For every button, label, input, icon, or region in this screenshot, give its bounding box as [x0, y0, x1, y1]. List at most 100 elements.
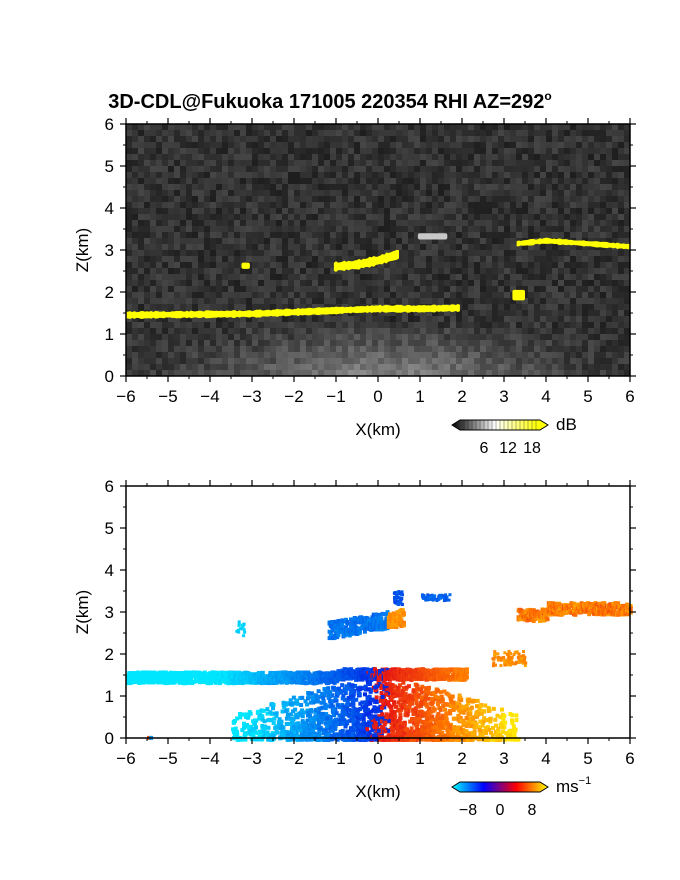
noise-cell — [180, 202, 186, 208]
noise-cell — [312, 298, 318, 304]
noise-cell — [510, 334, 516, 340]
noise-cell — [528, 262, 534, 268]
noise-cell — [414, 310, 420, 316]
noise-cell — [234, 166, 240, 172]
noise-cell — [426, 238, 432, 244]
noise-cell — [150, 364, 156, 370]
noise-cell — [228, 184, 234, 190]
noise-cell — [408, 250, 414, 256]
noise-cell — [540, 196, 546, 202]
noise-cell — [132, 208, 138, 214]
noise-cell — [336, 214, 342, 220]
noise-cell — [234, 196, 240, 202]
noise-cell — [576, 334, 582, 340]
noise-cell — [456, 208, 462, 214]
noise-cell — [546, 298, 552, 304]
velocity-pixel — [265, 711, 270, 716]
noise-cell — [282, 304, 288, 310]
noise-cell — [426, 220, 432, 226]
velocity-pixel — [298, 723, 303, 728]
noise-cell — [336, 256, 342, 262]
noise-cell — [450, 286, 456, 292]
noise-cell — [156, 286, 162, 292]
noise-cell — [444, 196, 450, 202]
noise-cell — [288, 226, 294, 232]
noise-cell — [516, 280, 522, 286]
noise-cell — [372, 130, 378, 136]
noise-cell — [552, 334, 558, 340]
noise-cell — [480, 370, 486, 376]
noise-cell — [276, 328, 282, 334]
velocity-pixel — [352, 714, 357, 719]
noise-cell — [582, 322, 588, 328]
noise-cell — [420, 286, 426, 292]
noise-cell — [138, 346, 144, 352]
noise-cell — [360, 328, 366, 334]
noise-cell — [486, 172, 492, 178]
noise-cell — [534, 322, 540, 328]
noise-cell — [132, 148, 138, 154]
noise-cell — [150, 262, 156, 268]
noise-cell — [390, 214, 396, 220]
velocity-pixel — [356, 727, 361, 732]
noise-cell — [594, 256, 600, 262]
noise-cell — [408, 172, 414, 178]
noise-cell — [594, 310, 600, 316]
velocity-pixel — [284, 716, 289, 721]
noise-cell — [318, 172, 324, 178]
x-tick-label: 3 — [499, 387, 508, 406]
noise-cell — [492, 184, 498, 190]
noise-cell — [432, 250, 438, 256]
velocity-pixel — [373, 732, 378, 737]
noise-cell — [552, 280, 558, 286]
noise-cell — [354, 346, 360, 352]
noise-cell — [510, 256, 516, 262]
noise-cell — [480, 244, 486, 250]
noise-cell — [318, 262, 324, 268]
noise-cell — [456, 310, 462, 316]
x-tick-label: −5 — [158, 387, 177, 406]
noise-cell — [204, 166, 210, 172]
velocity-pixel — [490, 725, 495, 730]
noise-cell — [198, 322, 204, 328]
noise-cell — [432, 184, 438, 190]
noise-cell — [372, 148, 378, 154]
velocity-pixel — [300, 695, 305, 700]
noise-cell — [618, 238, 624, 244]
noise-cell — [348, 334, 354, 340]
noise-cell — [288, 370, 294, 376]
noise-cell — [444, 124, 450, 130]
velocity-pixel — [348, 718, 353, 723]
noise-cell — [198, 352, 204, 358]
noise-cell — [168, 340, 174, 346]
noise-cell — [510, 190, 516, 196]
noise-cell — [138, 232, 144, 238]
velocity-pixel — [313, 725, 318, 730]
noise-cell — [534, 274, 540, 280]
noise-cell — [282, 136, 288, 142]
velocity-pixel — [439, 694, 444, 699]
noise-cell — [360, 322, 366, 328]
noise-cell — [474, 124, 480, 130]
noise-cell — [348, 214, 354, 220]
noise-cell — [462, 238, 468, 244]
noise-cell — [378, 124, 384, 130]
velocity-pixel — [286, 721, 291, 726]
noise-cell — [138, 220, 144, 226]
noise-cell — [522, 202, 528, 208]
noise-cell — [624, 178, 630, 184]
noise-cell — [156, 220, 162, 226]
noise-cell — [462, 340, 468, 346]
noise-cell — [354, 322, 360, 328]
velocity-pixel — [316, 689, 321, 694]
noise-cell — [450, 334, 456, 340]
noise-cell — [276, 352, 282, 358]
noise-cell — [186, 322, 192, 328]
velocity-pixel — [368, 722, 373, 727]
noise-cell — [516, 142, 522, 148]
velocity-pixel — [446, 737, 451, 742]
noise-cell — [558, 328, 564, 334]
noise-cell — [612, 232, 618, 238]
noise-cell — [276, 274, 282, 280]
noise-cell — [360, 166, 366, 172]
